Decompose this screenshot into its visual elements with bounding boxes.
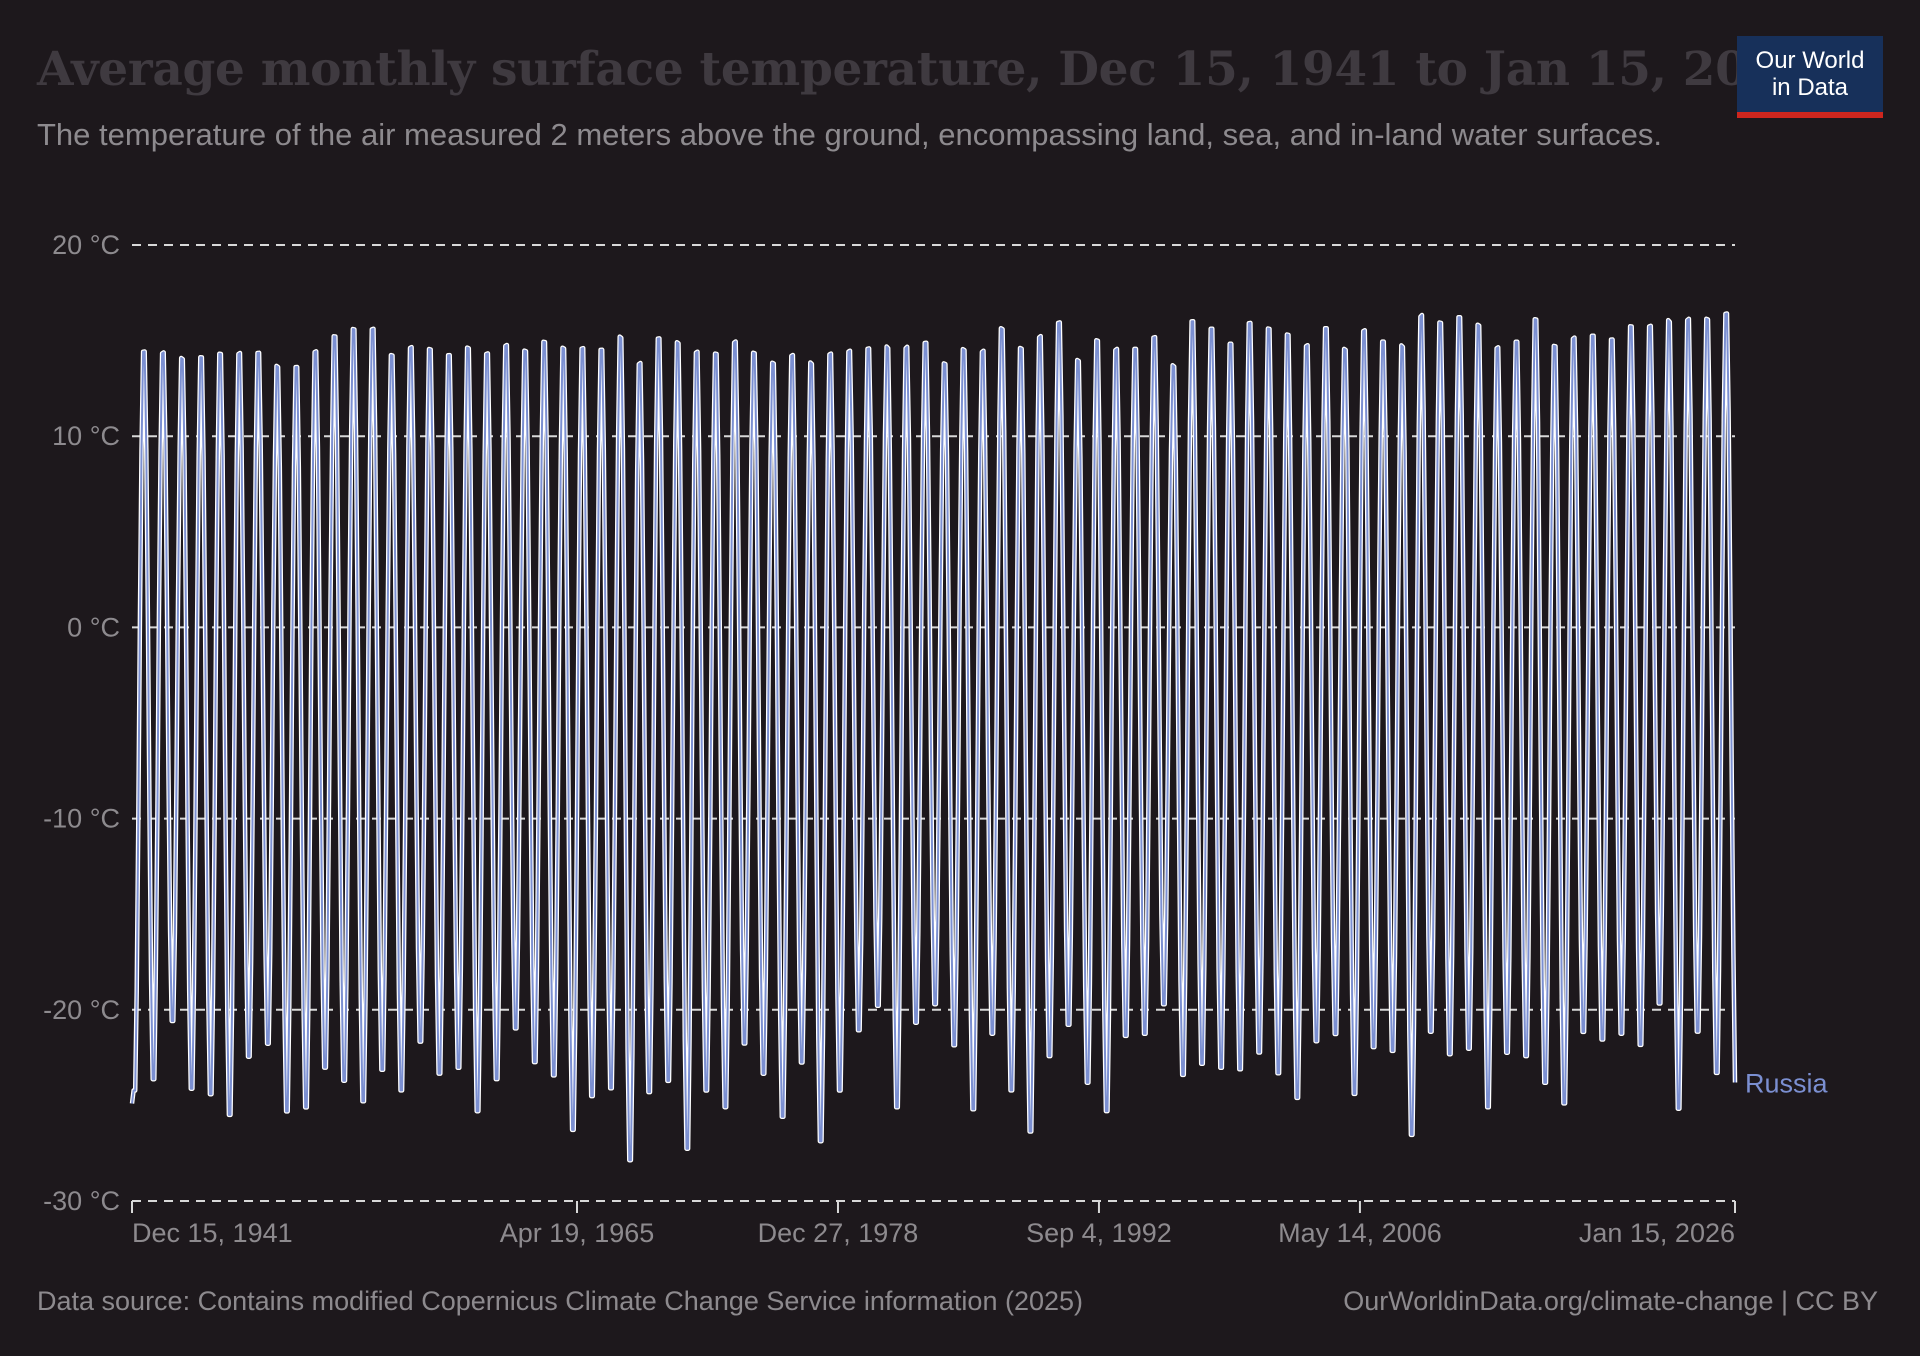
x-tick-label: Dec 15, 1941: [132, 1218, 293, 1248]
y-tick-label: 10 °C: [52, 421, 120, 451]
series-layer: [129, 311, 1738, 1163]
data-source-note: Data source: Contains modified Copernicu…: [37, 1286, 1084, 1316]
y-axis-tick-labels: 20 °C 10 °C 0 °C -10 °C -20 °C -30 °C: [43, 230, 120, 1216]
series-line-russia[interactable]: [131, 312, 1736, 1162]
x-axis: Dec 15, 1941 Apr 19, 1965 Dec 27, 1978 Sep …: [131, 1200, 1736, 1248]
x-tick-label: Sep 4, 1992: [1026, 1218, 1172, 1248]
owid-logo[interactable]: Our World in Data: [1737, 36, 1883, 118]
series-labels: Russia: [1745, 1068, 1829, 1098]
y-tick-label: -20 °C: [43, 995, 120, 1025]
y-tick-label: 20 °C: [52, 230, 120, 260]
chart-subtitle: The temperature of the air measured 2 me…: [37, 117, 1662, 152]
logo-line-1: Our World: [1755, 47, 1865, 74]
x-tick-label: Jan 15, 2026: [1579, 1218, 1735, 1248]
series-label-russia[interactable]: Russia: [1745, 1068, 1829, 1098]
x-tick-label: Dec 27, 1978: [758, 1218, 919, 1248]
logo-line-2: in Data: [1771, 74, 1849, 101]
y-tick-label: -10 °C: [43, 804, 120, 834]
x-tick-label: May 14, 2006: [1278, 1218, 1442, 1248]
y-tick-label: 0 °C: [67, 612, 120, 642]
y-tick-label: -30 °C: [43, 1186, 120, 1216]
chart-title: Average monthly surface temperature, Dec…: [37, 42, 1813, 97]
source-link[interactable]: OurWorldinData.org/climate-change | CC B…: [1343, 1286, 1878, 1316]
x-tick-label: Apr 19, 1965: [500, 1218, 655, 1248]
